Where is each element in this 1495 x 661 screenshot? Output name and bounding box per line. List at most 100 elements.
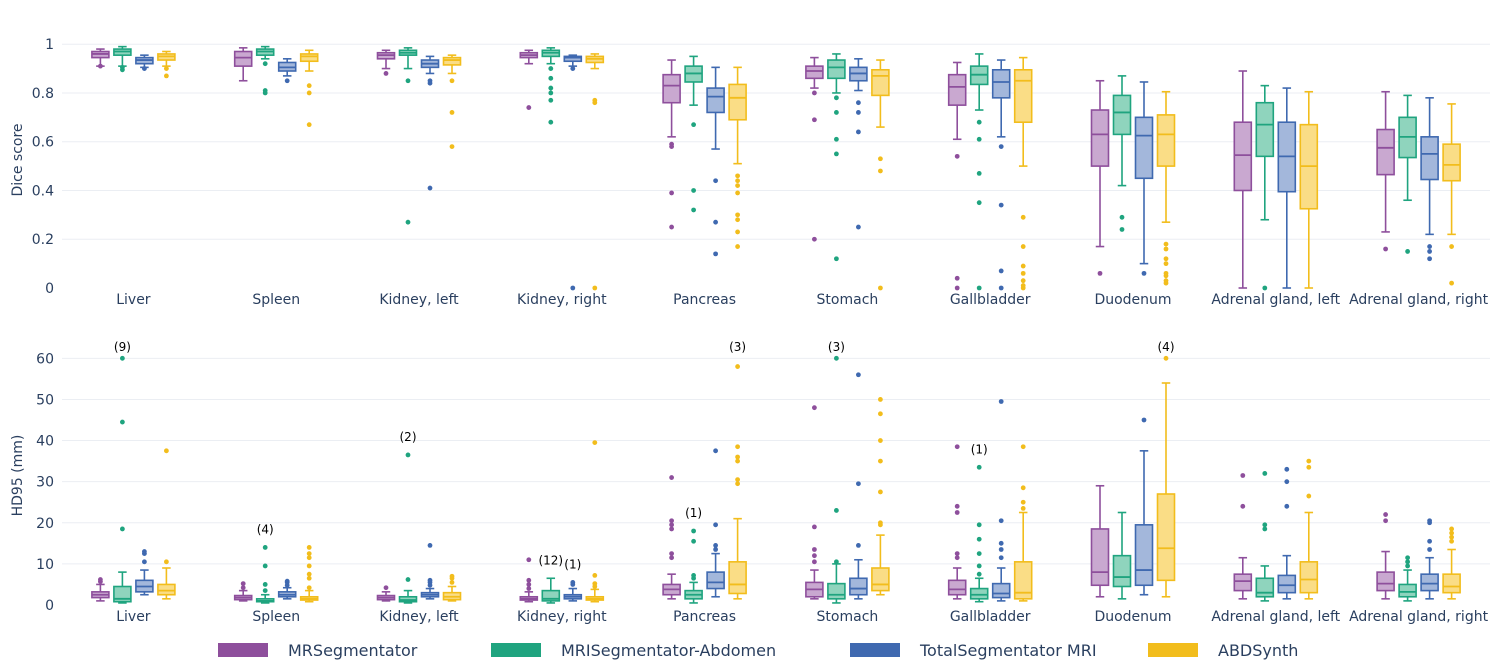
outlier-point xyxy=(976,536,982,542)
iqr-box xyxy=(1442,573,1461,594)
outlier-point xyxy=(306,571,312,577)
outlier-point xyxy=(1020,270,1026,276)
box-2 xyxy=(991,399,1011,602)
outlier-point xyxy=(713,522,718,528)
box-2 xyxy=(420,542,440,600)
outlier-point xyxy=(834,110,839,115)
legend-label: MRSegmentator xyxy=(288,641,418,660)
outlier-point xyxy=(405,78,411,84)
outlier-point xyxy=(1284,503,1290,509)
box-0 xyxy=(1233,473,1253,600)
outlier-point xyxy=(427,577,433,583)
outlier-point xyxy=(976,136,982,142)
outlier-point xyxy=(383,585,389,591)
iqr-box xyxy=(827,59,846,80)
outlier-point xyxy=(669,475,674,480)
outlier-point xyxy=(142,559,147,565)
outlier-point xyxy=(1405,559,1410,565)
outlier-point xyxy=(878,397,883,402)
box-1 xyxy=(1398,94,1417,254)
outlier-point xyxy=(592,100,598,106)
outlier-point xyxy=(306,551,312,557)
x-tick-label: Adrenal gland, right xyxy=(1349,292,1488,308)
outlier-point xyxy=(592,285,598,291)
x-tick-label: Duodenum xyxy=(1094,609,1171,625)
iqr-box xyxy=(1376,128,1395,176)
outlier-point xyxy=(998,144,1004,149)
box-3 xyxy=(299,49,319,128)
box-0 xyxy=(1376,90,1395,252)
outlier-point xyxy=(812,524,817,530)
iqr-box xyxy=(233,50,253,67)
outlier-point xyxy=(427,185,433,191)
outlier-point xyxy=(142,66,147,71)
outlier-point xyxy=(1020,485,1026,491)
outlier-point xyxy=(1405,563,1410,569)
y-tick-label: 0.6 xyxy=(32,135,54,151)
outlier-point xyxy=(976,464,982,470)
x-tick-label: Kidney, left xyxy=(379,292,459,308)
box-2 xyxy=(991,59,1011,291)
outlier-point xyxy=(1427,244,1432,249)
outlier-point xyxy=(164,66,169,71)
iqr-box xyxy=(706,87,725,114)
outlier-point xyxy=(954,503,960,509)
outlier-point xyxy=(98,63,103,69)
iqr-box xyxy=(1112,554,1132,588)
box-1 xyxy=(1112,511,1132,600)
box-0 xyxy=(1233,70,1253,289)
outlier-point xyxy=(1141,417,1147,423)
outlier-point xyxy=(669,224,674,230)
outlier-point xyxy=(306,585,312,591)
y-tick-label: 0.2 xyxy=(32,232,54,248)
outlier-point xyxy=(856,224,861,230)
outlier-point xyxy=(1097,270,1103,276)
box-3 xyxy=(1156,355,1176,598)
iqr-box xyxy=(299,53,319,63)
x-tick-label: Stomach xyxy=(817,609,879,625)
outlier-point xyxy=(1163,280,1169,286)
box-2 xyxy=(563,54,583,291)
iqr-box xyxy=(871,68,890,97)
iqr-box xyxy=(805,65,824,80)
outlier-point xyxy=(592,573,598,578)
outlier-point xyxy=(954,153,960,159)
iqr-box xyxy=(728,561,747,595)
outlier-point xyxy=(976,119,982,125)
clipped-count-annotation: (1) xyxy=(685,506,702,520)
box-1 xyxy=(255,45,275,96)
outlier-point xyxy=(383,71,389,76)
outlier-point xyxy=(735,364,740,369)
outlier-point xyxy=(1262,522,1268,528)
outlier-point xyxy=(735,173,740,179)
outlier-point xyxy=(976,285,982,291)
iqr-box xyxy=(113,585,132,603)
box-1 xyxy=(541,47,561,125)
box-0 xyxy=(947,444,967,600)
outlier-point xyxy=(878,520,883,526)
x-tick-label: Adrenal gland, left xyxy=(1211,292,1340,308)
outlier-point xyxy=(526,586,532,591)
outlier-point xyxy=(669,551,674,557)
outlier-point xyxy=(262,563,268,569)
outlier-point xyxy=(691,538,696,544)
x-tick-label: Pancreas xyxy=(673,292,736,308)
outlier-point xyxy=(976,571,982,577)
outlier-point xyxy=(306,83,312,89)
iqr-box xyxy=(706,571,725,590)
x-tick-label: Stomach xyxy=(817,292,879,308)
outlier-point xyxy=(998,399,1004,404)
outlier-point xyxy=(954,285,960,291)
box-1 xyxy=(684,528,703,604)
outlier-point xyxy=(834,355,839,361)
box-0 xyxy=(233,581,253,602)
clipped-count-annotation: (2) xyxy=(400,430,417,444)
iqr-box xyxy=(947,73,967,106)
outlier-point xyxy=(998,285,1004,291)
box-2 xyxy=(563,579,583,602)
outlier-point xyxy=(713,178,718,184)
outlier-point xyxy=(669,522,674,528)
box-0 xyxy=(1090,79,1110,276)
box-1 xyxy=(113,355,132,604)
